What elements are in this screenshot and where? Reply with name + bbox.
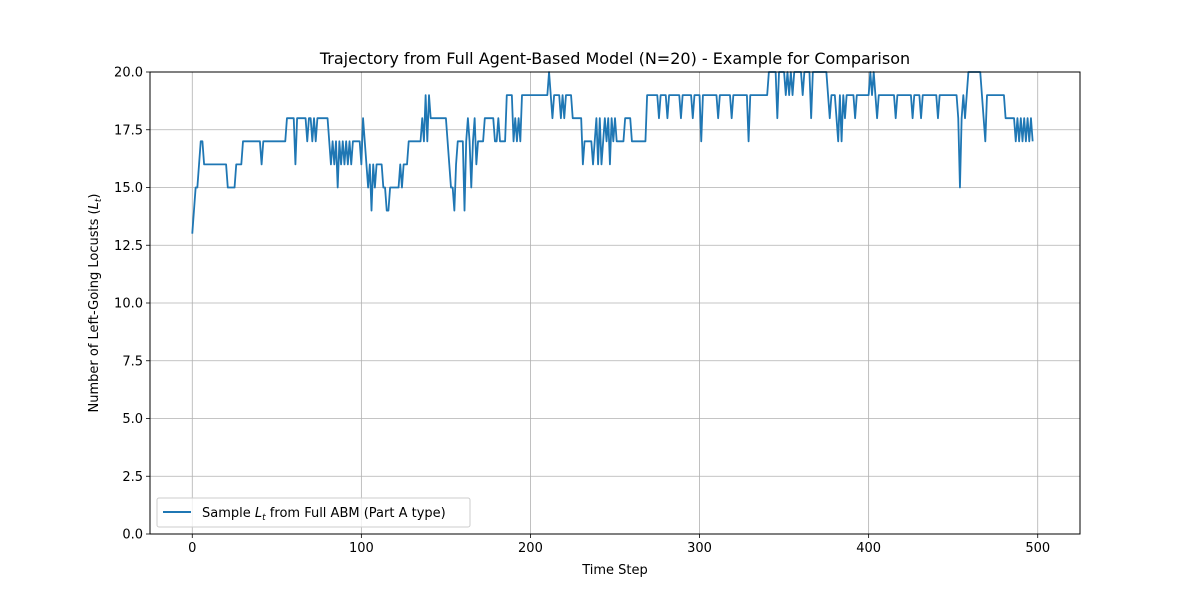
y-tick-label: 10.0 — [114, 297, 143, 312]
y-tick-label: 15.0 — [114, 181, 143, 196]
y-tick-label: 5.0 — [122, 412, 143, 427]
legend-box — [156, 497, 471, 528]
chart-title: Trajectory from Full Agent-Based Model (… — [319, 49, 910, 68]
x-tick-label: 200 — [518, 541, 543, 556]
x-tick-label: 100 — [349, 541, 374, 556]
legend-label: Sample Lt from Full ABM (Part A type) — [202, 506, 446, 523]
y-tick-label: 17.5 — [114, 123, 143, 138]
y-tick-label: 2.5 — [122, 470, 143, 485]
series-line — [191, 71, 1034, 234]
series-layer — [191, 71, 1034, 234]
y-axis-label: Number of Left-Going Locusts (Lt) — [87, 194, 104, 413]
x-tick-label: 0 — [188, 541, 196, 556]
x-tick-label: 400 — [856, 541, 881, 556]
y-tick-label: 12.5 — [114, 239, 143, 254]
axis-ticks: 0 100 200 300 400 500 0.0 2.5 5.0 7.5 10.0 12.5 15.0… — [114, 66, 1050, 557]
x-tick-label: 300 — [687, 541, 712, 556]
legend: Sample Lt from Full ABM (Part A type) — [156, 497, 471, 528]
y-tick-label: 7.5 — [122, 354, 143, 369]
y-tick-label: 0.0 — [122, 528, 143, 543]
y-tick-label: 20.0 — [114, 66, 143, 81]
x-tick-label: 500 — [1025, 541, 1050, 556]
x-axis-label: Time Step — [581, 563, 648, 578]
